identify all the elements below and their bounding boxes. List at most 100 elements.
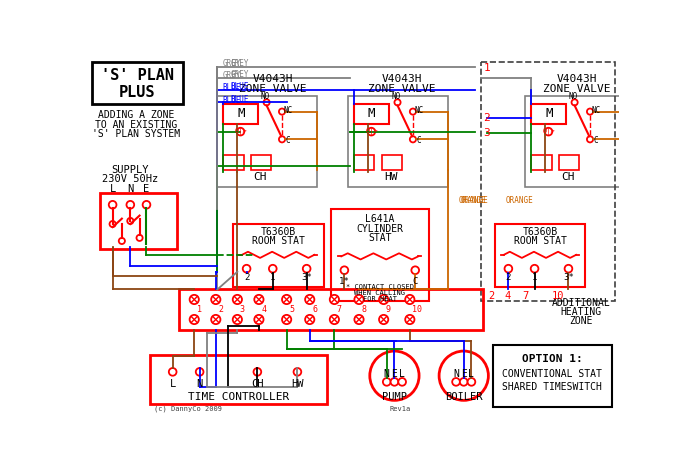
Text: 230V 50Hz: 230V 50Hz: [102, 175, 159, 184]
Text: M: M: [237, 108, 244, 120]
Circle shape: [126, 201, 134, 209]
Text: C: C: [286, 136, 290, 146]
Text: L: L: [110, 183, 116, 194]
Text: ORANGE: ORANGE: [505, 197, 533, 205]
Bar: [355, 104, 389, 124]
Text: PLUS: PLUS: [119, 85, 155, 100]
Circle shape: [355, 295, 364, 304]
Text: 3: 3: [484, 128, 490, 138]
Circle shape: [269, 265, 277, 272]
Text: ADDING A ZONE: ADDING A ZONE: [97, 110, 174, 120]
Text: STAT: STAT: [368, 233, 391, 243]
Circle shape: [282, 295, 291, 304]
Circle shape: [190, 315, 199, 324]
Text: 10: 10: [412, 305, 422, 314]
Bar: [224, 155, 244, 170]
Text: C: C: [594, 136, 598, 146]
Text: * CONTACT CLOSED: * CONTACT CLOSED: [346, 284, 414, 290]
Text: BLUE: BLUE: [230, 82, 249, 91]
Text: ZONE VALVE: ZONE VALVE: [368, 83, 436, 94]
Text: SHARED TIMESWITCH: SHARED TIMESWITCH: [502, 382, 602, 392]
Text: GREY: GREY: [230, 70, 249, 79]
Text: 3*: 3*: [302, 273, 312, 282]
Text: CH: CH: [251, 379, 264, 389]
Circle shape: [190, 295, 199, 304]
Text: V4043H: V4043H: [253, 74, 293, 84]
Text: GREY: GREY: [230, 59, 249, 68]
Circle shape: [110, 221, 116, 227]
Text: BOILER: BOILER: [445, 392, 482, 402]
Text: NO: NO: [391, 93, 401, 102]
Circle shape: [303, 265, 311, 272]
Text: 2: 2: [489, 292, 495, 301]
Text: 2: 2: [244, 273, 249, 282]
Circle shape: [411, 266, 419, 274]
Bar: [525, 96, 625, 187]
Circle shape: [143, 201, 150, 209]
Bar: [233, 224, 324, 287]
Text: 3: 3: [239, 305, 245, 314]
Bar: [495, 224, 585, 287]
Text: 1: 1: [532, 273, 538, 282]
Text: CONVENTIONAL STAT: CONVENTIONAL STAT: [502, 369, 602, 379]
Text: CYLINDER: CYLINDER: [356, 224, 403, 234]
Bar: [179, 290, 483, 329]
Circle shape: [255, 315, 264, 324]
Circle shape: [355, 315, 364, 324]
Text: 9: 9: [386, 305, 391, 314]
Bar: [100, 193, 177, 249]
Text: T6360B: T6360B: [522, 227, 558, 237]
Circle shape: [468, 378, 475, 386]
Text: E: E: [461, 369, 466, 379]
Text: PUMP: PUMP: [382, 392, 407, 402]
Circle shape: [233, 315, 242, 324]
Circle shape: [253, 368, 262, 376]
Text: GREY: GREY: [223, 59, 241, 68]
Circle shape: [330, 315, 339, 324]
Text: ORANGE: ORANGE: [461, 197, 489, 205]
Circle shape: [279, 109, 285, 115]
Text: 7: 7: [337, 305, 342, 314]
Bar: [217, 96, 317, 187]
Bar: [382, 155, 402, 170]
Circle shape: [341, 266, 348, 274]
Text: V4043H: V4043H: [382, 74, 422, 84]
Text: L: L: [469, 369, 474, 379]
Circle shape: [410, 136, 416, 142]
Bar: [150, 355, 326, 404]
Text: ROOM STAT: ROOM STAT: [252, 236, 304, 246]
Bar: [531, 104, 566, 124]
Bar: [493, 345, 612, 407]
Bar: [531, 155, 551, 170]
Circle shape: [544, 128, 552, 135]
Text: HW: HW: [291, 379, 304, 389]
Circle shape: [264, 99, 270, 105]
Circle shape: [305, 315, 315, 324]
Circle shape: [439, 351, 489, 400]
Text: 2: 2: [484, 113, 490, 123]
Circle shape: [587, 109, 593, 115]
Text: O|>: O|>: [366, 128, 379, 135]
Bar: [355, 155, 375, 170]
Text: SUPPLY: SUPPLY: [112, 165, 149, 175]
Circle shape: [330, 295, 339, 304]
Text: NO: NO: [260, 93, 270, 102]
Circle shape: [571, 99, 578, 105]
Circle shape: [211, 295, 220, 304]
Text: TO AN EXISTING: TO AN EXISTING: [95, 120, 177, 130]
Circle shape: [233, 295, 242, 304]
Circle shape: [410, 109, 416, 115]
Text: CH: CH: [253, 172, 266, 182]
Text: O|>: O|>: [235, 128, 248, 135]
Text: 'S' PLAN: 'S' PLAN: [101, 68, 174, 83]
Circle shape: [370, 351, 419, 400]
Text: OPTION 1:: OPTION 1:: [522, 354, 582, 364]
Text: NO: NO: [569, 93, 578, 102]
Circle shape: [293, 368, 302, 376]
Bar: [331, 209, 429, 301]
Circle shape: [279, 136, 285, 142]
Text: N: N: [197, 379, 203, 389]
Text: HEATING: HEATING: [560, 307, 602, 317]
Text: (c) DannyCo 2009: (c) DannyCo 2009: [154, 406, 222, 412]
Text: ADDITIONAL: ADDITIONAL: [551, 298, 610, 307]
